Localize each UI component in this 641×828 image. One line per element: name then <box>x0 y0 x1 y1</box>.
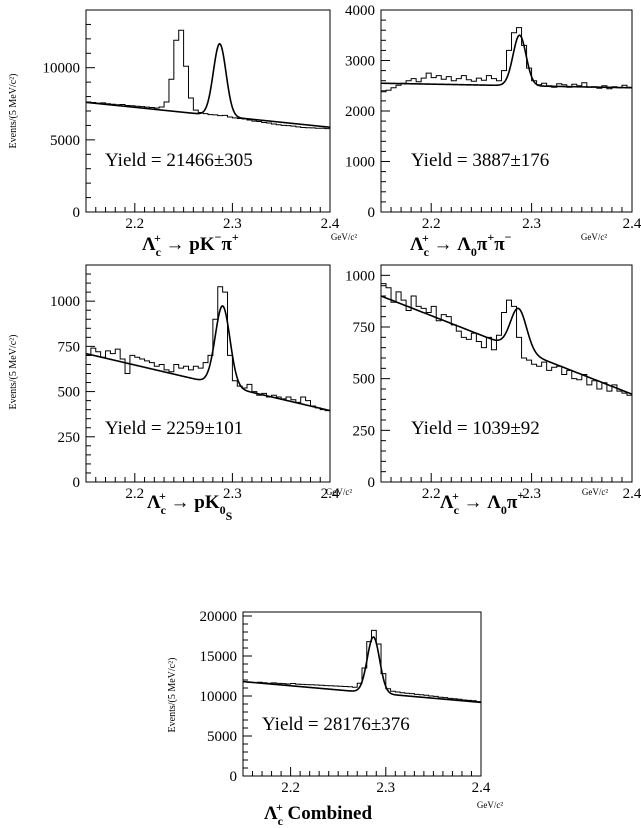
y-tick-label: 250 <box>58 430 81 446</box>
y-tick-label: 0 <box>368 475 376 491</box>
y-tick-label: 1000 <box>50 294 80 310</box>
x-tick-label: 2.2 <box>125 486 144 502</box>
x-unit-label: GeV/c² <box>582 487 608 497</box>
x-tick-label: 2.4 <box>623 486 641 502</box>
y-tick-label: 5000 <box>50 133 80 149</box>
fit-curve <box>380 295 633 395</box>
yield-label: Yield = 1039±92 <box>411 418 540 439</box>
x-unit-label: GeV/c² <box>477 800 503 810</box>
decay-channel-label: Λc+ → Λ0π+ <box>440 488 524 517</box>
y-tick-label: 2000 <box>345 104 375 120</box>
plot-frame <box>380 264 633 483</box>
y-tick-label: 10000 <box>200 689 238 705</box>
y-tick-label: 500 <box>353 372 376 388</box>
x-unit-label: GeV/c² <box>331 232 357 242</box>
decay-channel-label: Λc+ → Λ0π+π− <box>410 230 512 259</box>
x-unit-label: GeV/c² <box>581 232 607 242</box>
y-tick-label: 500 <box>58 385 81 401</box>
x-tick-label: 2.3 <box>522 486 541 502</box>
yield-label: Yield = 21466±305 <box>105 150 253 171</box>
y-tick-label: 0 <box>368 205 376 221</box>
x-tick-label: 2.2 <box>422 216 441 232</box>
fit-curve <box>380 34 633 89</box>
fit-curve <box>85 305 331 412</box>
yield-label: Yield = 2259±101 <box>105 418 243 439</box>
decay-channel-label: Λc+ Combined <box>264 800 372 828</box>
panel-2: 2.2 2.3 2.4 0 1000 2000 3000 4000 Yield = 3887±1… <box>345 3 641 259</box>
x-tick-label: 2.2 <box>281 780 300 796</box>
x-tick-label: 2.3 <box>223 486 242 502</box>
decay-channel-label: Λc+ → pK0S <box>147 489 233 523</box>
y-tick-label: 5000 <box>207 729 237 745</box>
plot-frame <box>85 9 331 213</box>
panel-5: 2.2 2.3 2.4 0 5000 10000 15000 20000 Yield = 281… <box>167 609 503 828</box>
yield-label: Yield = 3887±176 <box>411 150 549 171</box>
y-tick-label: 750 <box>353 320 376 336</box>
panel-4: 2.2 2.3 2.4 0 250 500 750 1000 Yield = 1039±92 Ge… <box>345 264 641 517</box>
x-unit-label: GeV/c² <box>326 487 352 497</box>
plot-frame <box>85 264 331 483</box>
fit-curve <box>85 42 331 129</box>
x-tick-label: 2.2 <box>422 486 441 502</box>
x-tick-label: 2.4 <box>623 216 641 232</box>
y-axis-label: Events/(5 MeV/c²) <box>8 74 19 149</box>
decay-channel-label: Λc+ → pK−π+ <box>142 230 239 259</box>
y-tick-label: 0 <box>73 475 81 491</box>
x-tick-label: 2.3 <box>376 780 395 796</box>
y-tick-label: 10000 <box>43 61 81 77</box>
x-tick-label: 2.4 <box>321 216 340 232</box>
plot-frame <box>380 9 633 213</box>
y-tick-label: 250 <box>353 423 376 439</box>
y-axis-label: Events/(5 MeV/c²) <box>8 335 19 410</box>
y-axis-label: Events/(5 MeV/c²) <box>167 658 178 733</box>
y-tick-label: 750 <box>58 339 81 355</box>
yield-label: Yield = 28176±376 <box>262 714 410 735</box>
fit-curve <box>242 636 482 704</box>
panel-1: 2.2 2.3 2.4 0 5000 10000 Yield = 21466±305 Even… <box>8 9 357 259</box>
data-histogram <box>86 286 330 412</box>
x-tick-label: 2.2 <box>125 216 144 232</box>
x-tick-label: 2.3 <box>223 216 242 232</box>
x-tick-label: 2.3 <box>522 216 541 232</box>
y-tick-label: 3000 <box>345 54 375 70</box>
y-tick-label: 20000 <box>200 609 238 625</box>
x-tick-label: 2.4 <box>472 780 491 796</box>
y-tick-label: 1000 <box>345 268 375 284</box>
data-histogram <box>381 283 632 396</box>
plot-frame <box>242 611 482 777</box>
y-tick-label: 15000 <box>200 649 238 665</box>
y-tick-label: 0 <box>73 205 81 221</box>
data-histogram <box>381 27 632 93</box>
data-histogram <box>86 29 330 130</box>
panel-3: 2.2 2.3 2.4 0 250 500 750 1000 Yield = 2259±101 E… <box>8 264 352 523</box>
y-tick-label: 4000 <box>345 3 375 19</box>
y-tick-label: 0 <box>230 769 238 785</box>
x-tick-label: 2.4 <box>321 486 340 502</box>
data-histogram <box>243 629 481 703</box>
y-tick-label: 1000 <box>345 155 375 171</box>
